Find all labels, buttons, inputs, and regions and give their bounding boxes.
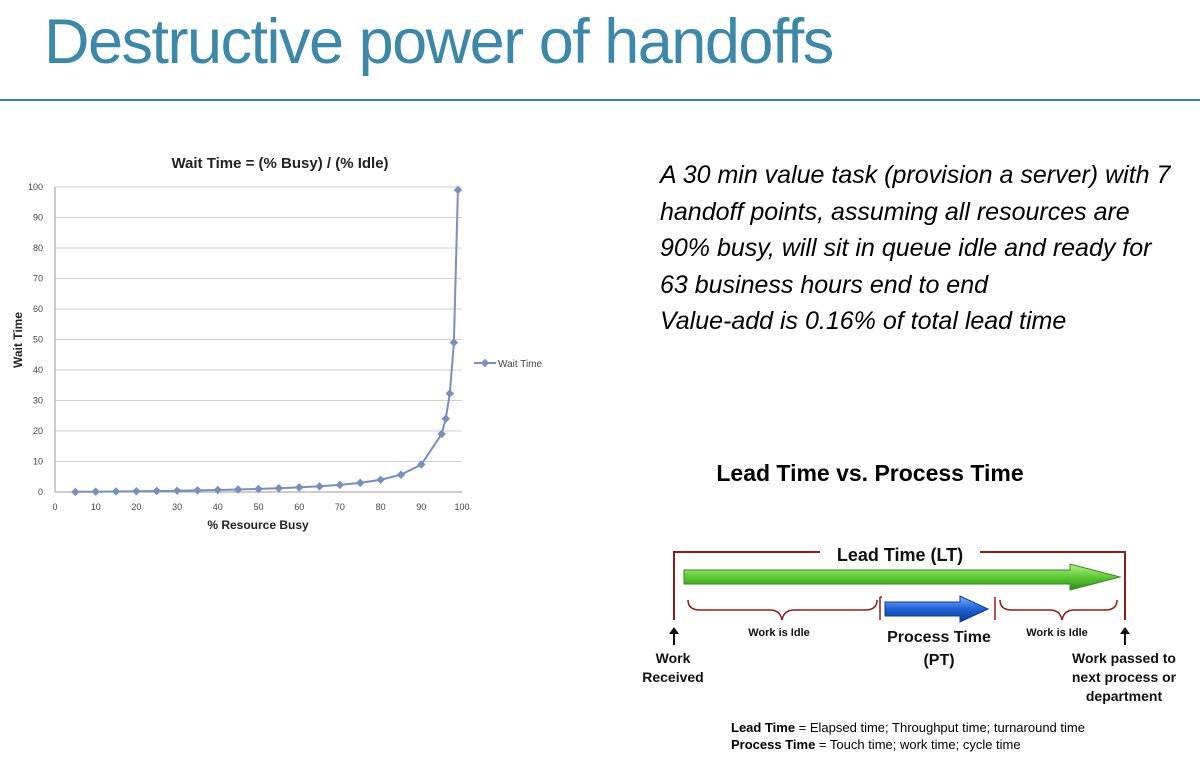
data-point xyxy=(91,487,100,496)
x-tick-label: 80 xyxy=(376,502,386,512)
chart-title: Wait Time = (% Busy) / (% Idle) xyxy=(171,155,388,172)
legend-label: Wait Time xyxy=(498,359,543,370)
data-point xyxy=(449,338,459,347)
x-tick-label: 30 xyxy=(172,502,182,512)
idle-left-label: Work is Idle xyxy=(748,627,810,639)
idle-left-brace xyxy=(687,599,878,621)
data-point xyxy=(294,483,304,492)
x-tick-label: 0 xyxy=(52,502,57,512)
definition-process-time: Process Time = Touch time; work time; cy… xyxy=(731,736,1085,753)
data-point xyxy=(445,389,455,398)
work-passed-label-2: next process or xyxy=(1072,669,1177,685)
slide-title: Destructive power of handoffs xyxy=(44,7,834,77)
legend-marker xyxy=(480,358,490,368)
idle-right-label: Work is Idle xyxy=(1026,627,1088,639)
definition-lead-time: Lead Time = Elapsed time; Throughput tim… xyxy=(731,719,1085,736)
definition-term: Process Time xyxy=(731,737,816,752)
wait-time-chart: Wait Time = (% Busy) / (% Idle) 0 10 20 30 4… xyxy=(11,155,543,532)
data-point xyxy=(71,487,80,497)
data-point xyxy=(152,486,161,496)
x-tick-label: 90 xyxy=(416,502,426,512)
y-tick-label: 100 xyxy=(28,182,43,192)
work-passed-label: Work passed to xyxy=(1072,650,1176,666)
x-tick-label: 20 xyxy=(131,502,141,512)
y-tick-label: 20 xyxy=(33,426,43,436)
work-passed-up-arrow xyxy=(1120,627,1130,645)
data-point xyxy=(172,486,182,495)
x-tick-label: 40 xyxy=(213,502,223,512)
process-time-arrow xyxy=(884,595,990,623)
definition-text: = Touch time; work time; cycle time xyxy=(815,737,1021,752)
x-axis-label: % Resource Busy xyxy=(207,518,309,532)
lead-time-diagram: Lead Time (LT) Work is Idle Work is Idle… xyxy=(642,545,1177,704)
data-point xyxy=(111,487,121,496)
data-point xyxy=(132,486,141,496)
work-received-up-arrow xyxy=(669,627,679,645)
data-point xyxy=(396,470,406,479)
data-point xyxy=(274,484,284,493)
summary-line-1: A 30 min value task (provision a server)… xyxy=(660,161,1171,299)
chart-legend: Wait Time xyxy=(474,358,543,370)
lead-time-arrow xyxy=(683,563,1122,591)
y-axis-label: Wait Time xyxy=(11,312,25,368)
data-point xyxy=(356,478,365,488)
data-point xyxy=(233,485,243,494)
wait-time-series-points xyxy=(71,185,463,497)
lead-time-bracket xyxy=(673,551,1126,620)
y-tick-label: 10 xyxy=(33,457,43,467)
data-point xyxy=(437,429,446,439)
data-point xyxy=(441,414,450,424)
idle-right-brace xyxy=(999,599,1118,621)
x-tick-label: 10 xyxy=(91,502,101,512)
work-received-label-2: Received xyxy=(642,669,703,685)
y-tick-label: 90 xyxy=(33,213,43,223)
y-tick-label: 50 xyxy=(33,335,43,345)
data-point xyxy=(193,486,202,495)
data-point xyxy=(254,484,263,494)
data-point xyxy=(213,485,223,495)
process-time-label: Process Time xyxy=(887,629,991,646)
y-tick-labels: 0 10 20 30 40 50 60 70 80 90 100 xyxy=(28,182,43,497)
process-time-bracket xyxy=(879,596,996,620)
definition-text: = Elapsed time; Throughput time; turnaro… xyxy=(795,720,1085,735)
chart-gridlines xyxy=(55,186,462,493)
lead-process-heading: Lead Time vs. Process Time xyxy=(716,460,1024,486)
lead-time-label: Lead Time (LT) xyxy=(837,545,963,565)
work-received-label: Work xyxy=(656,650,691,666)
definitions: Lead Time = Elapsed time; Throughput tim… xyxy=(731,719,1085,753)
x-tick-label: 70 xyxy=(335,502,345,512)
definition-term: Lead Time xyxy=(731,720,796,735)
x-tick-labels: 0 10 20 30 40 50 60 70 80 90 100 xyxy=(52,502,469,512)
data-point xyxy=(376,475,385,485)
data-point xyxy=(453,185,463,195)
y-tick-label: 70 xyxy=(33,274,43,284)
y-tick-label: 80 xyxy=(33,243,43,253)
data-point xyxy=(315,482,324,491)
x-tick-label: 60 xyxy=(294,502,304,512)
y-tick-label: 40 xyxy=(33,365,43,375)
summary-text: A 30 min value task (provision a server)… xyxy=(660,157,1180,340)
data-point xyxy=(335,480,345,490)
y-tick-label: 60 xyxy=(33,304,43,314)
title-divider xyxy=(0,99,1200,101)
y-tick-label: 30 xyxy=(33,396,43,406)
summary-line-2: Value-add is 0.16% of total lead time xyxy=(660,307,1067,335)
wait-time-series-line xyxy=(75,190,459,493)
x-tick-label: 100 xyxy=(454,502,469,512)
work-passed-label-3: department xyxy=(1086,688,1163,704)
x-tick-label: 50 xyxy=(253,502,263,512)
process-time-abbrev: (PT) xyxy=(923,652,954,669)
y-tick-label: 0 xyxy=(38,487,43,497)
data-point xyxy=(417,460,426,469)
